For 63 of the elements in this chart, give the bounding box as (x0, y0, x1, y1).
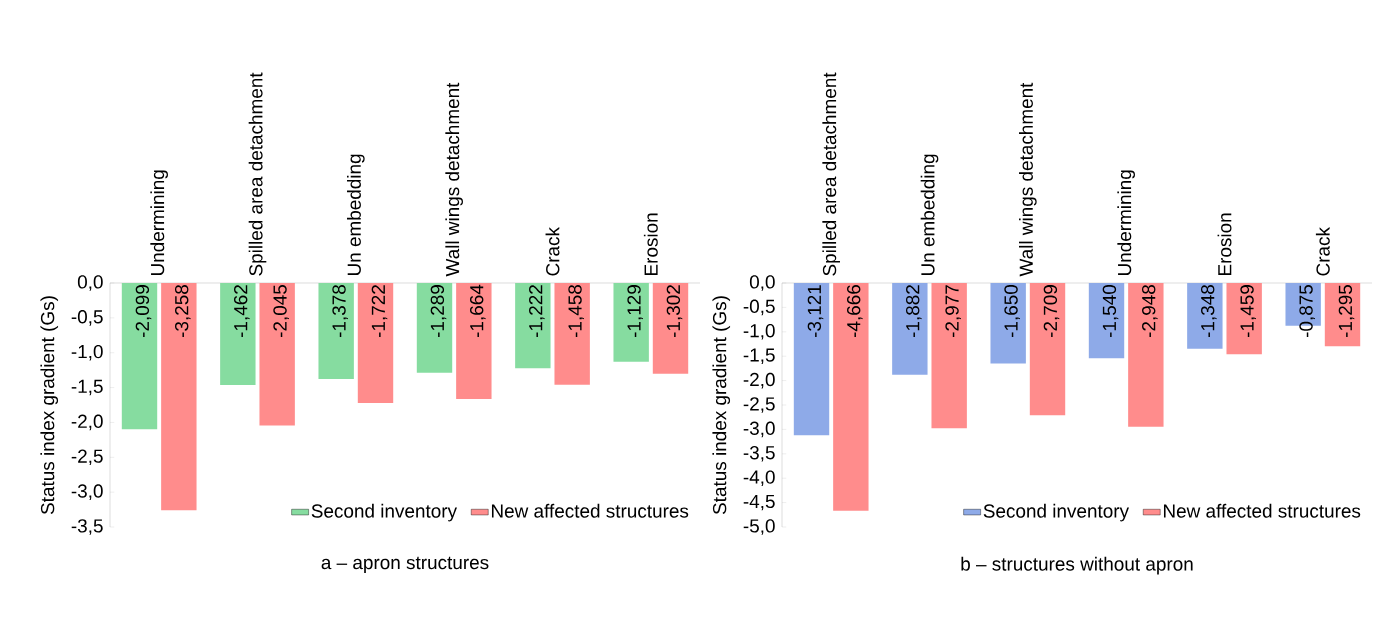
data-label: -2,948 (1142, 285, 1158, 338)
y-tick-label: -1,5 (743, 348, 775, 364)
data-label: -1,222 (529, 285, 545, 338)
x-tick-label: Crack (545, 227, 560, 276)
data-label: -1,129 (627, 285, 643, 338)
data-label: -1,540 (1102, 284, 1119, 338)
legend-label: New affected structures (1163, 503, 1361, 518)
x-tick-label: Undermining (150, 170, 168, 276)
data-label: -1,289 (430, 285, 447, 338)
data-label: -1,458 (568, 285, 584, 338)
x-tick-label: Erosion (643, 213, 658, 275)
y-tick-label: -2,5 (743, 397, 775, 413)
y-tick-label: 0,0 (749, 275, 775, 291)
data-label: -2,709 (1043, 285, 1060, 338)
data-label: -0,875 (1299, 285, 1315, 338)
x-tick-label: Wall wings detachment (1019, 82, 1037, 277)
text: b – structures without apron (961, 556, 1193, 575)
x-tick-label: Crack (1315, 227, 1330, 276)
legend-label: Second inventory (311, 503, 457, 522)
x-tick-label: Erosion (1217, 213, 1232, 275)
y-tick-label: -1,0 (743, 323, 775, 340)
data-label: -1,882 (906, 285, 922, 338)
x-tick-label: Spilled area detachment (248, 72, 267, 276)
y-tick-label: -3,0 (71, 484, 103, 500)
y-tick-label: -4,5 (743, 494, 775, 511)
y-tick-label: -3,5 (71, 519, 103, 535)
legend-label: Second inventory (983, 503, 1130, 522)
data-label: -4,666 (847, 285, 863, 338)
y-tick-label: -1,0 (71, 344, 103, 361)
y-axis-title: Status index gradient (Gs) (40, 296, 59, 515)
data-label: -3,121 (807, 285, 824, 338)
x-tick-label: Undermining (1117, 170, 1135, 276)
data-label: -1,650 (1004, 284, 1020, 338)
x-tick-label: Un embedding (347, 154, 365, 276)
text: a – apron structures (321, 556, 489, 573)
data-label: -3,258 (175, 285, 191, 338)
y-tick-label: -0,5 (743, 299, 775, 316)
y-tick-label: -2,0 (71, 414, 103, 431)
y-tick-label: -1,5 (71, 379, 103, 396)
y-tick-label: -2,5 (71, 449, 103, 466)
data-label: -2,045 (273, 284, 289, 338)
x-tick-label: Spilled area detachment (822, 72, 840, 276)
data-label: -1,378 (332, 285, 348, 338)
y-tick-label: -3,5 (743, 445, 775, 462)
data-label: -1,459 (1240, 285, 1256, 338)
data-label: -1,295 (1338, 285, 1355, 338)
data-label: -1,302 (666, 285, 683, 338)
data-label: -1,462 (234, 285, 250, 338)
legend-label: New affected structures (491, 503, 689, 518)
y-tick-label: -4,0 (743, 470, 775, 487)
data-label: -1,664 (470, 284, 486, 338)
y-tick-label: 0,0 (77, 275, 103, 291)
data-label: -1,722 (371, 285, 388, 338)
y-tick-label: -3,0 (743, 421, 775, 438)
y-axis-title: Status index gradient (Gs) (712, 296, 731, 515)
data-label: -2,099 (135, 285, 152, 338)
x-tick-label: Un embedding (920, 154, 939, 276)
y-tick-label: -2,0 (743, 372, 775, 389)
y-tick-label: -0,5 (71, 310, 103, 326)
data-label: -2,977 (945, 285, 961, 338)
data-label: -1,348 (1201, 285, 1217, 338)
y-tick-label: -5,0 (743, 519, 775, 535)
x-tick-label: Wall wings detachment (445, 82, 463, 277)
